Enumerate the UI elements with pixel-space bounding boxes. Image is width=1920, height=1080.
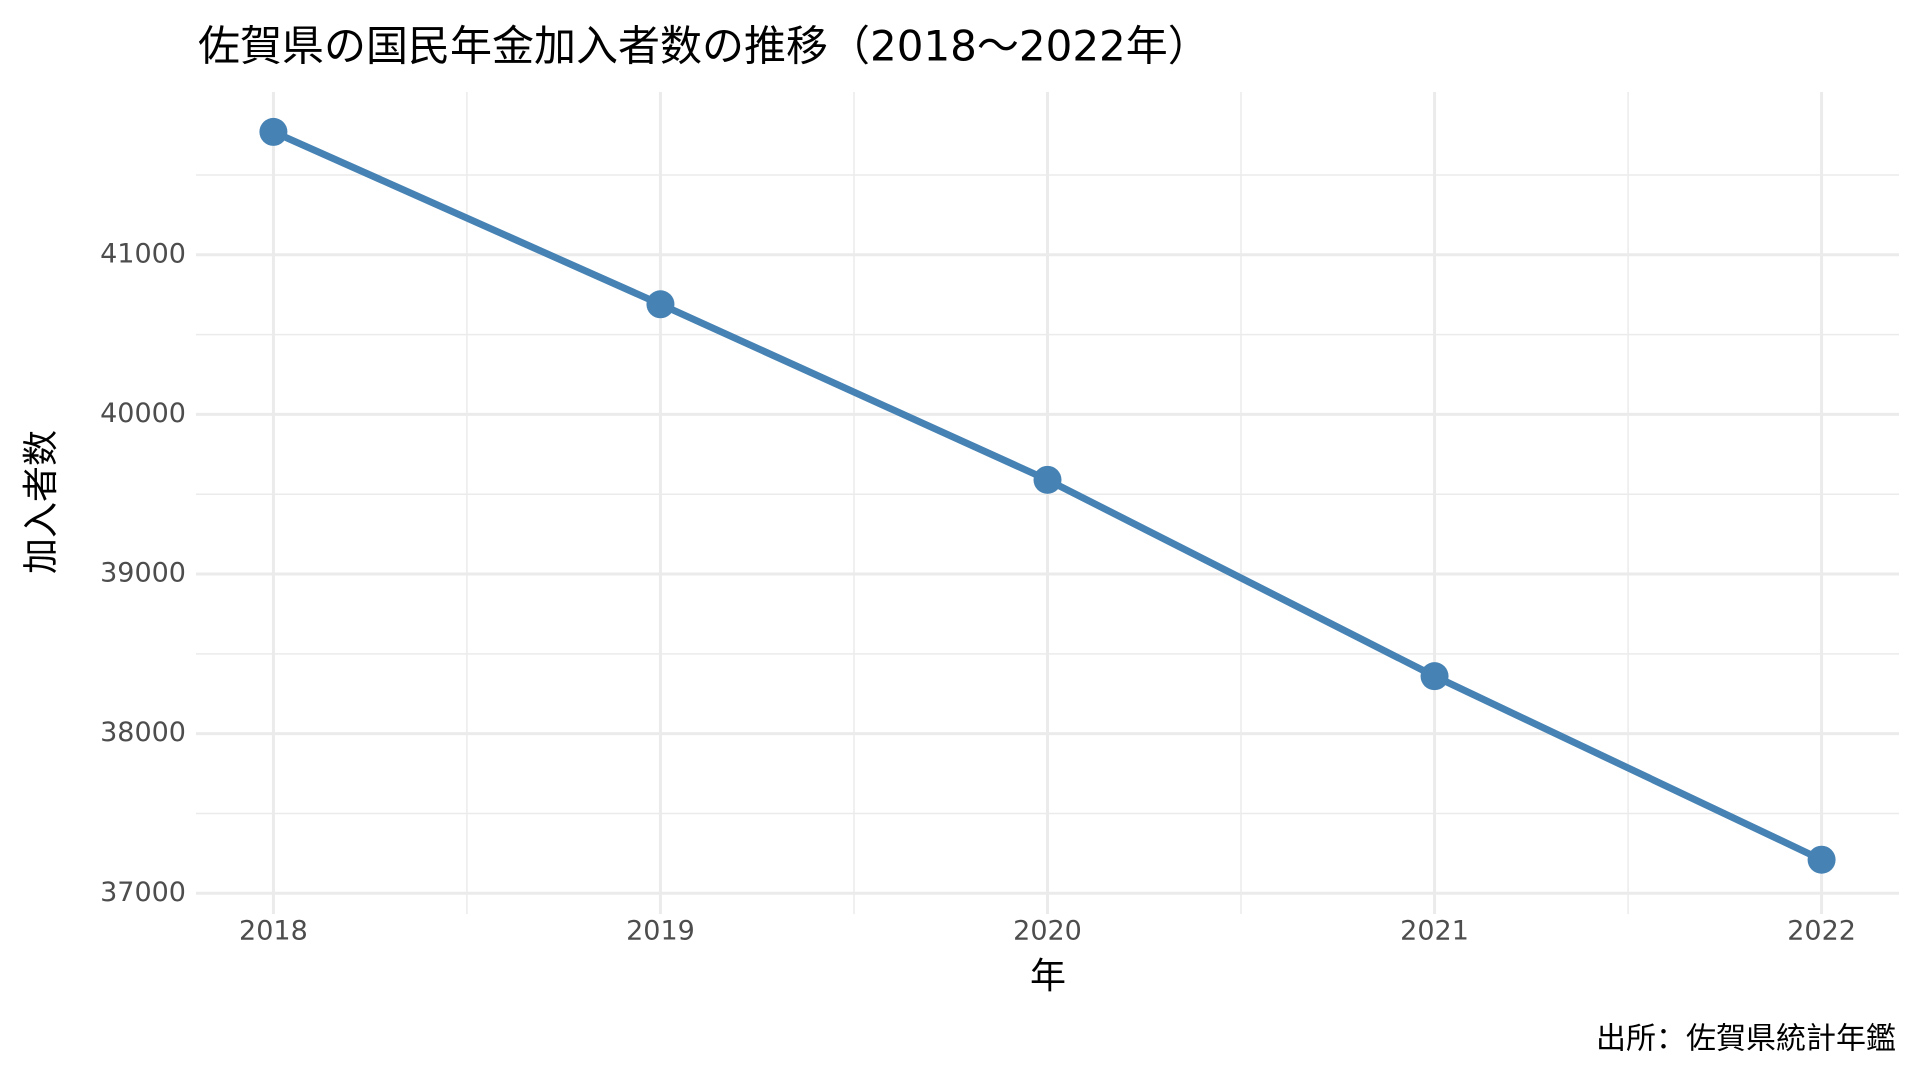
chart-title: 佐賀県の国民年金加入者数の推移（2018～2022年） xyxy=(198,22,1210,71)
y-tick-label: 37000 xyxy=(100,877,186,908)
x-tick-label: 2021 xyxy=(1400,916,1469,947)
y-tick-label: 40000 xyxy=(100,398,186,429)
x-tick-label: 2018 xyxy=(239,916,308,947)
caption: 出所：佐賀県統計年鑑 xyxy=(1596,1022,1896,1057)
data-point xyxy=(1033,465,1062,494)
x-tick-label: 2019 xyxy=(626,916,695,947)
y-tick-label: 41000 xyxy=(100,238,186,269)
x-tick-label: 2020 xyxy=(1013,916,1082,947)
data-point xyxy=(1420,662,1449,691)
x-axis-title: 年 xyxy=(1030,956,1066,997)
x-tick-label: 2022 xyxy=(1787,916,1856,947)
data-point xyxy=(1807,845,1836,874)
y-axis-title: 加入者数 xyxy=(21,430,62,574)
y-tick-label: 39000 xyxy=(100,558,186,589)
y-tick-label: 38000 xyxy=(100,717,186,748)
data-point xyxy=(646,290,675,319)
data-point xyxy=(259,117,288,146)
